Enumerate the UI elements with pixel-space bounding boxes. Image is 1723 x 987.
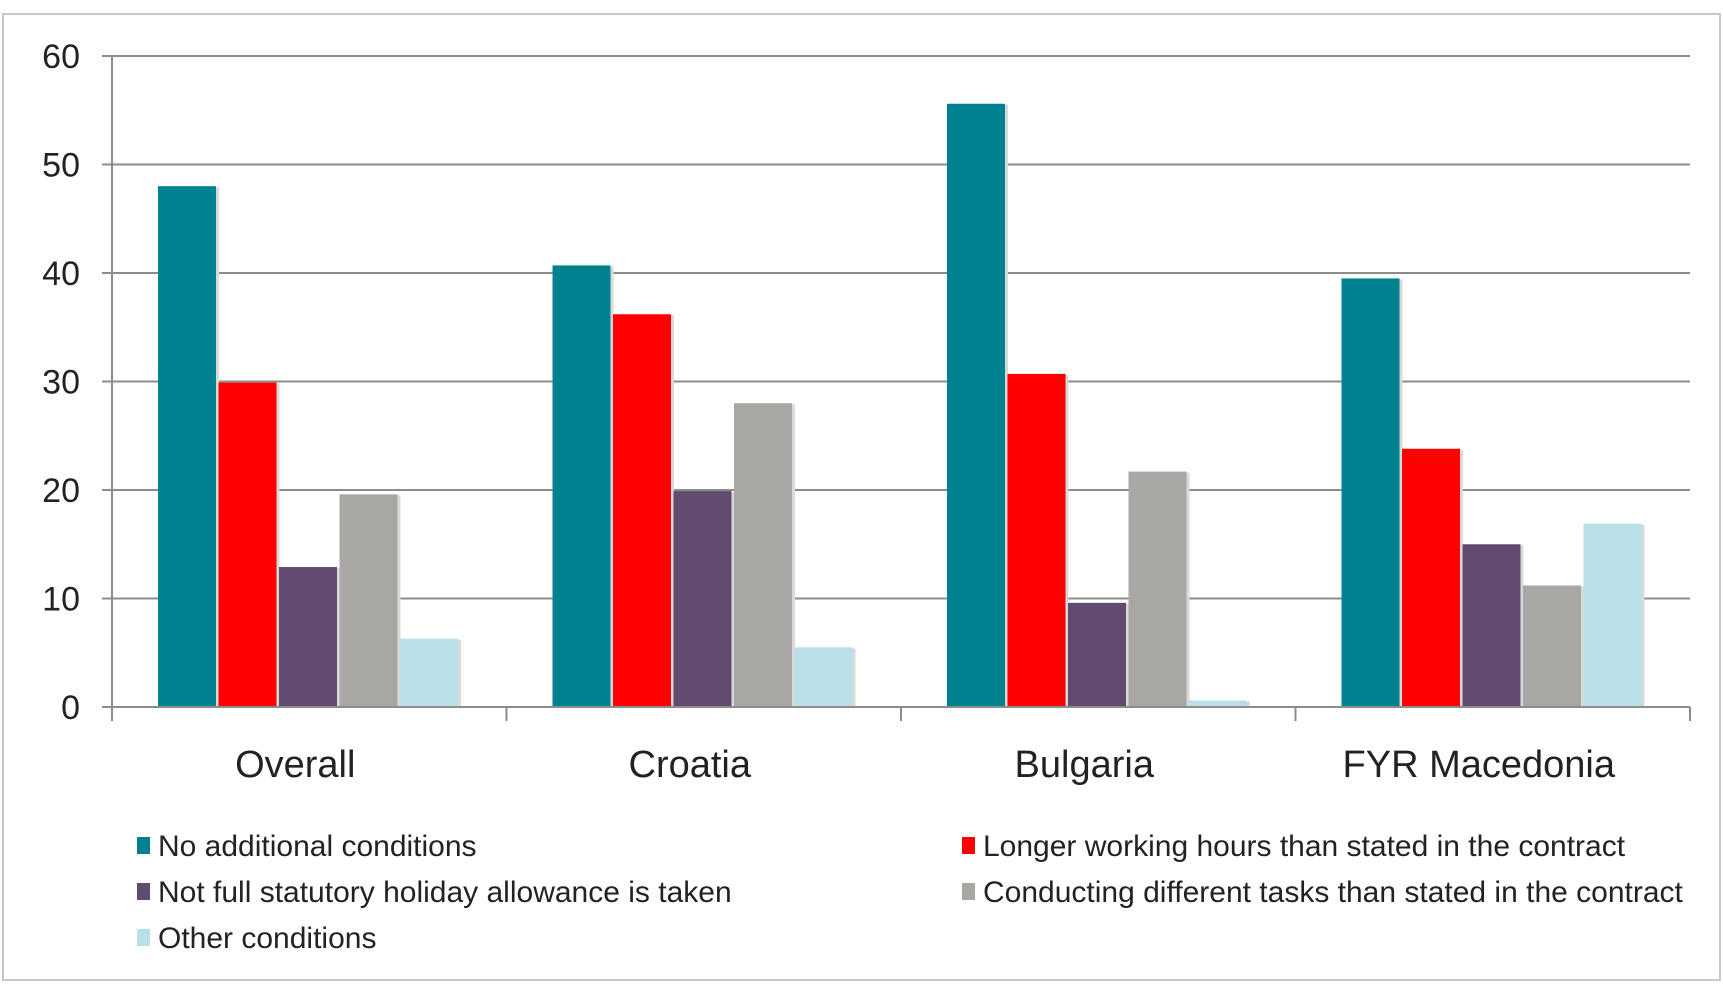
legend-swatch	[137, 837, 150, 854]
bar	[947, 103, 1005, 708]
bar	[279, 567, 337, 707]
x-axis-category-labels: Overall Croatia Bulgaria FYR Macedonia	[235, 744, 1616, 786]
legend: No additional conditions Longer working h…	[137, 830, 1684, 955]
y-tick-label: 50	[42, 147, 80, 185]
y-tick-label: 20	[42, 472, 80, 510]
x-category-label: Overall	[235, 744, 355, 786]
legend-swatch	[962, 837, 975, 854]
legend-swatch	[137, 929, 150, 946]
bar	[1128, 471, 1187, 707]
axes	[102, 55, 1691, 721]
legend-swatch	[137, 883, 150, 900]
bar	[1402, 448, 1460, 707]
bar	[218, 382, 277, 707]
legend-label: Not full statutory holiday allowance is …	[158, 876, 732, 909]
bar	[673, 491, 732, 707]
bar	[734, 403, 792, 707]
legend-label: No additional conditions	[158, 830, 477, 863]
x-category-label: Croatia	[629, 744, 752, 786]
y-tick-label: 40	[42, 255, 80, 293]
bar	[1462, 544, 1521, 707]
bar	[613, 314, 671, 707]
bar	[1007, 373, 1066, 707]
bar	[794, 647, 853, 707]
y-tick-label: 10	[42, 581, 80, 619]
bar	[400, 638, 458, 707]
y-tick-label: 60	[42, 38, 80, 76]
bar	[1189, 700, 1247, 707]
bar	[552, 265, 611, 707]
bar	[158, 186, 216, 707]
x-category-label: Bulgaria	[1015, 744, 1155, 786]
legend-label: Conducting different tasks than stated i…	[983, 876, 1684, 909]
bar	[339, 494, 398, 707]
bars	[158, 103, 1645, 708]
legend-label: Longer working hours than stated in the …	[983, 830, 1626, 863]
legend-label: Other conditions	[158, 922, 376, 955]
y-axis-tick-labels: 0 10 20 30 40 50 60	[42, 38, 80, 727]
legend-swatch	[962, 883, 975, 900]
y-tick-label: 0	[61, 689, 80, 727]
y-tick-label: 30	[42, 364, 80, 402]
bar	[1068, 602, 1126, 707]
x-category-label: FYR Macedonia	[1343, 744, 1616, 786]
bar	[1523, 585, 1581, 707]
bar	[1583, 523, 1642, 707]
bar	[1341, 278, 1400, 707]
